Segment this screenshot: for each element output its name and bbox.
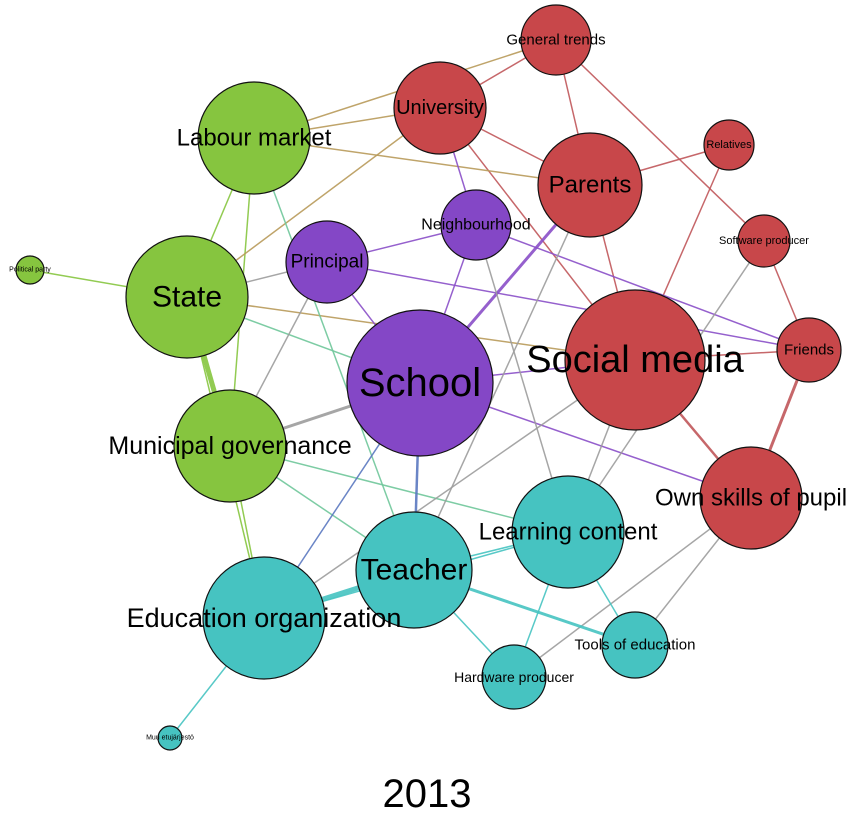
node-circle <box>703 119 755 171</box>
node-label-relatives: Relatives <box>706 139 752 151</box>
node-muu <box>157 725 183 751</box>
node-circle <box>285 220 369 304</box>
edge-municipal-learning_content <box>229 445 569 533</box>
node-relatives <box>703 119 755 171</box>
node-circle <box>346 309 494 457</box>
node-principal <box>285 220 369 304</box>
node-label-hardware: Hardware producer <box>454 669 574 685</box>
edge-neighbourhood-friends <box>475 224 810 351</box>
year-caption: 2013 <box>382 772 472 816</box>
node-label-political-party: Political party <box>9 267 51 274</box>
node-label-friends: Friends <box>784 342 834 359</box>
node-label-muu: Muu etujärjestö <box>146 735 194 742</box>
node-label-parents: Parents <box>549 172 632 199</box>
node-circle <box>520 4 592 76</box>
edge-labour_market-teacher <box>253 137 415 571</box>
edge-parents-teacher <box>413 184 591 571</box>
node-teacher <box>355 511 473 629</box>
node-circle <box>15 255 45 285</box>
node-label-learning-content: Learning content <box>479 519 658 546</box>
node-hardware <box>481 644 547 710</box>
node-general-trends <box>520 4 592 76</box>
node-friends <box>776 317 842 383</box>
node-state <box>125 235 249 359</box>
node-education-org <box>202 556 326 680</box>
edge-principal-friends <box>326 261 810 351</box>
nodes-layer: School Principal Neighbourhood Social media… <box>9 4 847 751</box>
node-learning-content <box>511 475 625 589</box>
node-tools <box>601 611 669 679</box>
node-circle <box>157 725 183 751</box>
node-parents <box>537 132 643 238</box>
node-labour-market <box>197 81 311 195</box>
node-political-party <box>15 255 45 285</box>
edge-general_trends-software_producer <box>555 39 765 242</box>
node-circle <box>481 644 547 710</box>
node-label-labour-market: Labour market <box>177 125 332 152</box>
node-municipal <box>173 389 287 503</box>
node-label-municipal: Municipal governance <box>108 432 351 460</box>
node-label-own-skills: Own skills of pupil <box>655 485 847 512</box>
node-circle <box>537 132 643 238</box>
node-own-skills <box>699 446 803 550</box>
node-label-social-media: Social media <box>526 339 744 381</box>
node-label-software-producer: Software producer <box>719 235 809 247</box>
node-circle <box>197 81 311 195</box>
node-label-state: State <box>152 281 222 314</box>
node-circle <box>440 189 512 261</box>
node-label-education-org: Education organization <box>127 603 402 633</box>
node-circle <box>601 611 669 679</box>
node-label-teacher: Teacher <box>361 554 468 587</box>
edge-social_media-education_org <box>263 359 636 619</box>
node-label-university: University <box>396 97 484 119</box>
node-circle <box>511 475 625 589</box>
node-label-general-trends: General trends <box>506 32 605 49</box>
node-label-neighbourhood: Neighbourhood <box>421 217 530 234</box>
node-circle <box>125 235 249 359</box>
node-university <box>393 61 487 155</box>
node-label-tools: Tools of education <box>575 637 696 654</box>
node-label-school: School <box>359 361 481 405</box>
node-circle <box>355 511 473 629</box>
node-neighbourhood <box>440 189 512 261</box>
node-circle <box>202 556 326 680</box>
node-school <box>346 309 494 457</box>
node-circle <box>776 317 842 383</box>
node-circle <box>737 214 791 268</box>
node-label-principal: Principal <box>291 252 364 273</box>
node-software-producer <box>737 214 791 268</box>
node-circle <box>173 389 287 503</box>
node-circle <box>564 289 706 431</box>
node-circle <box>393 61 487 155</box>
node-circle <box>699 446 803 550</box>
node-social-media <box>564 289 706 431</box>
